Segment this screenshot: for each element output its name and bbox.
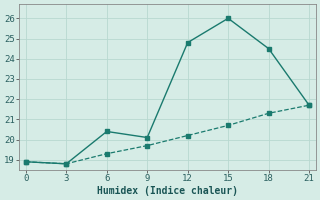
X-axis label: Humidex (Indice chaleur): Humidex (Indice chaleur) [97, 186, 238, 196]
